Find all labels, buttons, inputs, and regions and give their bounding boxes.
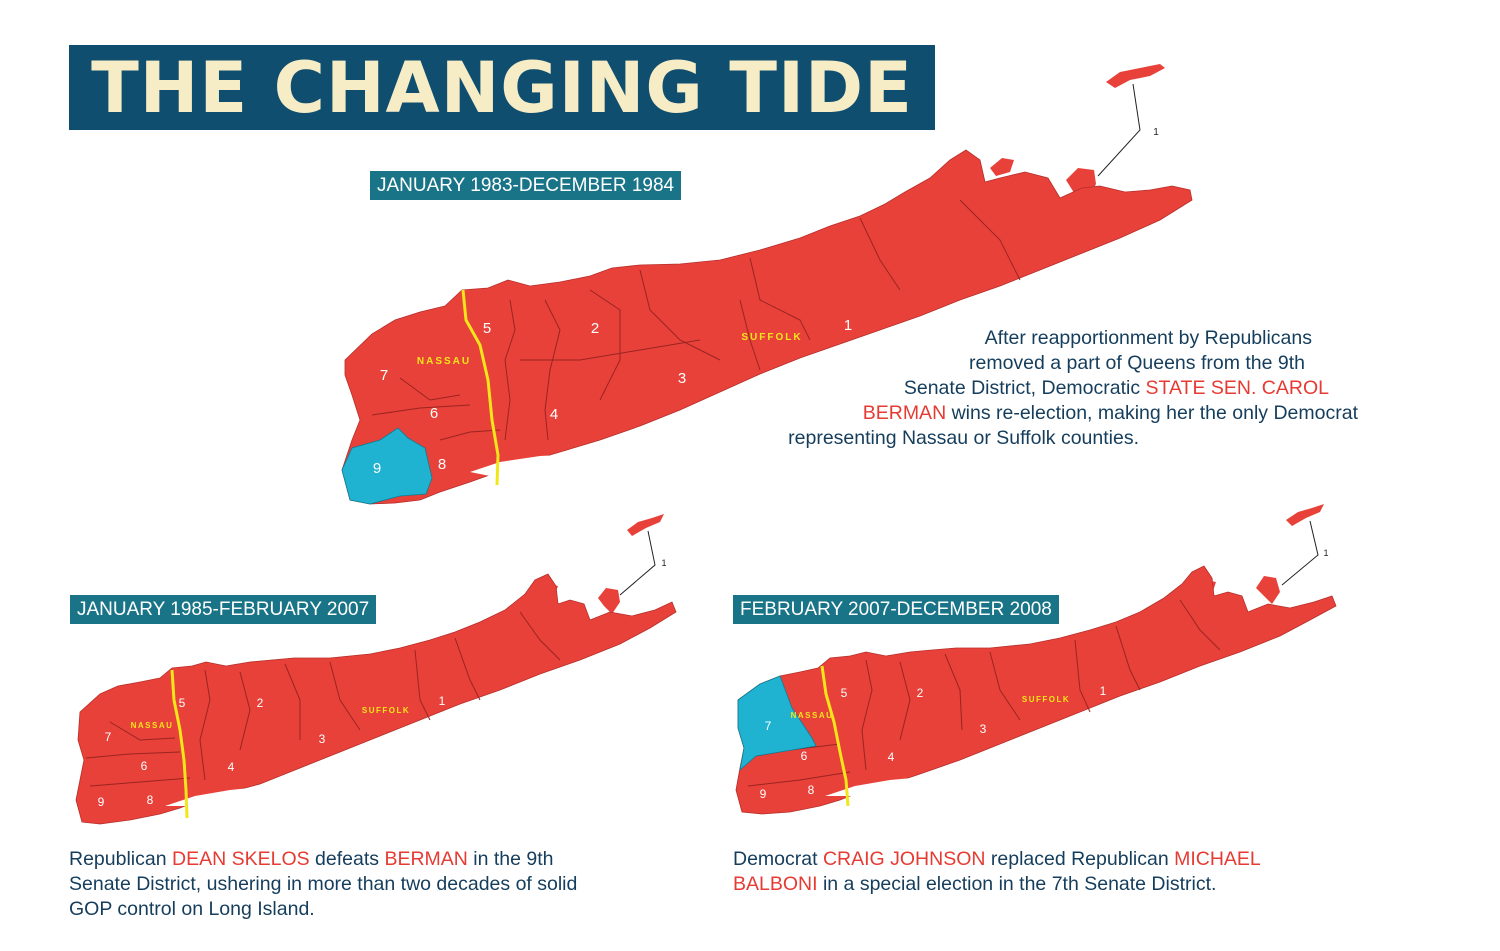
district-label-5: 5 — [483, 320, 491, 337]
district-label-3: 3 — [980, 722, 987, 736]
caption-3-line-2b: in a special election in the 7th Senate … — [817, 873, 1217, 895]
caption-1983-1984: After reapportionment by Republicans rem… — [760, 326, 1370, 451]
map-1-district-9 — [341, 427, 433, 505]
caption-2-line-1a: Republican — [69, 848, 172, 870]
district-label-1: 1 — [439, 694, 446, 708]
map-2-labels: 5 2 1 7 3 6 4 8 9 1 NASSAU SUFFOLK — [98, 558, 667, 809]
caption-1-line-1: After reapportionment by Republicans — [984, 327, 1312, 349]
caption-3-line-1b: CRAIG JOHNSON — [822, 848, 986, 870]
caption-2-line-2: Senate District, ushering in more than t… — [69, 873, 578, 895]
caption-3-line-2a: BALBONI — [733, 873, 818, 895]
callout-label-1: 1 — [1153, 127, 1159, 138]
caption-2-line-1c: defeats — [309, 848, 385, 870]
map-3-callout — [1281, 520, 1319, 586]
district-label-5: 5 — [841, 686, 848, 700]
fishers-island — [1106, 64, 1165, 88]
district-label-1: 1 — [844, 317, 852, 334]
caption-1-line-3a: Senate District, Democratic — [903, 377, 1146, 399]
caption-1-line-5: representing Nassau or Suffolk counties. — [788, 427, 1139, 449]
gardiners-island — [1256, 576, 1280, 604]
caption-1-line-2: removed a part of Queens from the 9th — [968, 352, 1305, 374]
county-label-suffolk: SUFFOLK — [1022, 695, 1070, 704]
period-label-2007-2008: FEBRUARY 2007-DECEMBER 2008 — [733, 595, 1059, 624]
caption-2-line-3: GOP control on Long Island. — [69, 898, 315, 920]
county-label-nassau: NASSAU — [791, 711, 834, 720]
map-2-nassau-suffolk-line — [170, 669, 189, 819]
caption-3-line-1d: MICHAEL — [1174, 848, 1261, 870]
district-label-8: 8 — [438, 456, 446, 473]
district-label-8: 8 — [147, 793, 154, 807]
map-1-mainland — [341, 149, 1193, 505]
district-label-8: 8 — [808, 783, 815, 797]
district-label-5: 5 — [179, 696, 186, 710]
map-2-district-lines — [85, 611, 561, 787]
district-label-4: 4 — [228, 760, 235, 774]
caption-1-line-3b: STATE SEN. CAROL — [1145, 377, 1329, 399]
caption-3-line-1c: replaced Republican — [985, 848, 1175, 870]
county-label-suffolk: SUFFOLK — [362, 706, 410, 715]
period-label-1983-1984: JANUARY 1983-DECEMBER 1984 — [370, 171, 682, 200]
caption-2-line-1b: DEAN SKELOS — [171, 848, 310, 870]
caption-1-line-4b: wins re-election, making her the only De… — [946, 402, 1358, 424]
map-1-district-lines — [371, 199, 1021, 441]
district-label-2: 2 — [257, 696, 264, 710]
caption-2007-2008: Democrat CRAIG JOHNSON replaced Republic… — [733, 847, 1353, 897]
shelter-island — [990, 158, 1014, 176]
caption-2-line-1e: in the 9th — [467, 848, 554, 870]
district-label-7: 7 — [765, 719, 772, 733]
gardiners-island — [598, 588, 620, 614]
map-3-nassau-suffolk-line — [820, 665, 850, 807]
map-3-long-island-body — [735, 565, 1337, 815]
district-label-2: 2 — [591, 320, 599, 337]
callout-label-1: 1 — [1323, 548, 1328, 558]
district-label-6: 6 — [801, 749, 808, 763]
district-label-9: 9 — [373, 460, 381, 477]
district-label-2: 2 — [917, 686, 924, 700]
map-3-islands — [1196, 504, 1324, 604]
district-label-6: 6 — [430, 405, 438, 422]
page-title: THE CHANGING TIDE — [91, 47, 913, 129]
county-label-suffolk: SUFFOLK — [741, 332, 802, 343]
map-3-district-lines — [743, 599, 1221, 787]
map-2-long-island-body — [75, 573, 677, 825]
district-label-1: 1 — [1100, 684, 1107, 698]
caption-2-line-1d: BERMAN — [384, 848, 468, 870]
district-label-7: 7 — [380, 367, 388, 384]
callout-label-1: 1 — [661, 558, 666, 568]
caption-3-line-1a: Democrat — [733, 848, 823, 870]
title-banner: THE CHANGING TIDE — [69, 45, 935, 130]
district-label-9: 9 — [98, 795, 105, 809]
district-label-4: 4 — [888, 750, 895, 764]
map-1-callout — [1097, 83, 1141, 177]
district-label-3: 3 — [678, 370, 686, 387]
caption-1-line-4a: BERMAN — [862, 402, 947, 424]
map-1-labels: 5 2 1 7 3 6 4 8 9 1 NASSAU SUFFOLK — [373, 127, 1159, 477]
fishers-island — [627, 514, 664, 536]
map-2-callout — [619, 530, 656, 596]
map-3-district-7 — [737, 675, 817, 772]
district-label-3: 3 — [319, 732, 326, 746]
fishers-island — [1286, 504, 1324, 526]
long-island-body — [341, 149, 1193, 505]
district-label-9: 9 — [760, 787, 767, 801]
county-label-nassau: NASSAU — [131, 721, 174, 730]
district-label-6: 6 — [141, 759, 148, 773]
map-1-nassau-suffolk-line — [461, 289, 500, 486]
district-label-4: 4 — [550, 406, 558, 423]
map-3-labels: 5 2 1 7 3 6 4 8 9 1 NASSAU SUFFOLK — [760, 548, 1329, 801]
period-label-1985-2007: JANUARY 1985-FEBRUARY 2007 — [70, 595, 377, 624]
district-label-7: 7 — [105, 730, 112, 744]
caption-1985-2007: Republican DEAN SKELOS defeats BERMAN in… — [69, 847, 689, 922]
county-label-nassau: NASSAU — [417, 356, 471, 367]
